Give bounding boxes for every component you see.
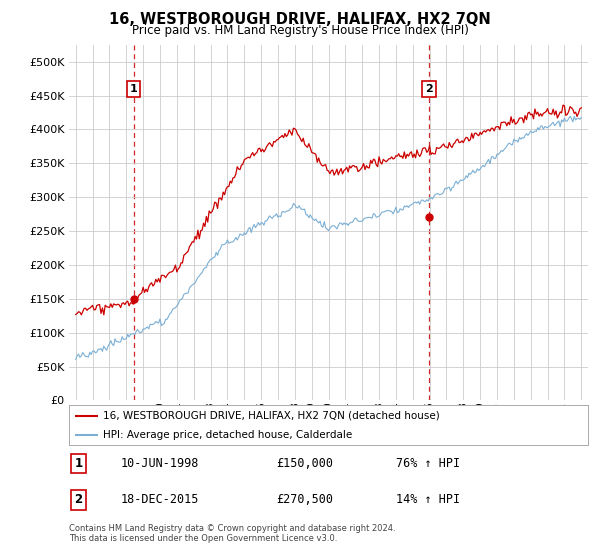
- Text: £150,000: £150,000: [277, 457, 334, 470]
- Text: £270,500: £270,500: [277, 493, 334, 506]
- Text: 18-DEC-2015: 18-DEC-2015: [121, 493, 199, 506]
- Text: HPI: Average price, detached house, Calderdale: HPI: Average price, detached house, Cald…: [103, 430, 352, 440]
- Text: 10-JUN-1998: 10-JUN-1998: [121, 457, 199, 470]
- Text: 76% ↑ HPI: 76% ↑ HPI: [396, 457, 460, 470]
- Text: 16, WESTBOROUGH DRIVE, HALIFAX, HX2 7QN (detached house): 16, WESTBOROUGH DRIVE, HALIFAX, HX2 7QN …: [103, 411, 439, 421]
- Text: 16, WESTBOROUGH DRIVE, HALIFAX, HX2 7QN: 16, WESTBOROUGH DRIVE, HALIFAX, HX2 7QN: [109, 12, 491, 27]
- Text: 2: 2: [425, 84, 433, 94]
- Text: 1: 1: [74, 457, 82, 470]
- Text: Price paid vs. HM Land Registry's House Price Index (HPI): Price paid vs. HM Land Registry's House …: [131, 24, 469, 36]
- Text: 2: 2: [74, 493, 82, 506]
- Text: 1: 1: [130, 84, 137, 94]
- Text: 14% ↑ HPI: 14% ↑ HPI: [396, 493, 460, 506]
- Text: Contains HM Land Registry data © Crown copyright and database right 2024.
This d: Contains HM Land Registry data © Crown c…: [69, 524, 395, 543]
